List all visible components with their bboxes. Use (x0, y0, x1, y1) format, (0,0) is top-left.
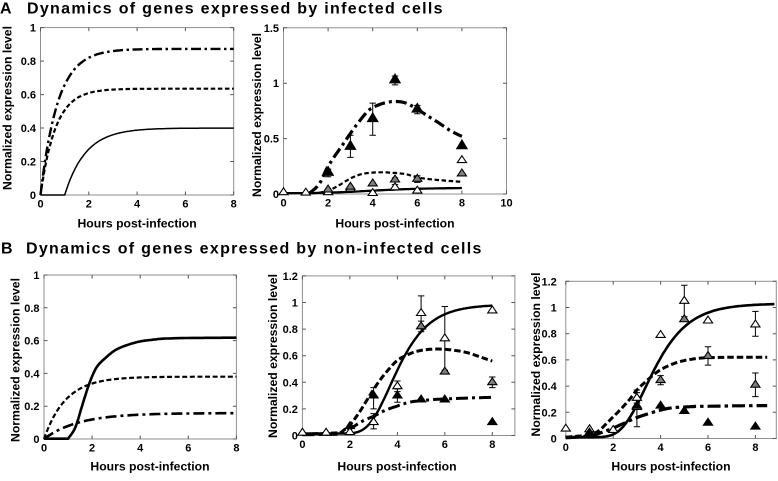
svg-text:Dynamics of genes expressed by: Dynamics of genes expressed by non-infec… (26, 241, 483, 258)
svg-text:A: A (0, 1, 13, 18)
svg-text:6: 6 (442, 439, 448, 451)
svg-text:6: 6 (414, 198, 420, 210)
svg-text:Normalized expression level: Normalized expression level (250, 33, 264, 197)
svg-text:1.5: 1.5 (264, 23, 279, 35)
svg-text:0: 0 (273, 189, 279, 201)
svg-text:0.6: 0.6 (21, 90, 36, 102)
svg-text:4: 4 (394, 439, 401, 451)
svg-text:6: 6 (185, 443, 191, 455)
svg-text:1: 1 (551, 302, 557, 314)
svg-text:0: 0 (41, 443, 47, 455)
svg-text:0.4: 0.4 (24, 368, 40, 380)
svg-text:Normalized expression level: Normalized expression level (9, 278, 23, 442)
svg-text:Normalized expression level: Normalized expression level (266, 274, 280, 438)
svg-text:0.4: 0.4 (21, 123, 37, 135)
svg-text:0.6: 0.6 (542, 355, 557, 367)
svg-text:Hours post-infection: Hours post-infection (611, 460, 730, 474)
svg-text:0.8: 0.8 (542, 329, 557, 341)
svg-text:1: 1 (33, 270, 39, 282)
svg-text:8: 8 (752, 442, 758, 454)
svg-text:0.8: 0.8 (24, 303, 39, 315)
svg-text:8: 8 (459, 198, 465, 210)
svg-text:2: 2 (610, 442, 616, 454)
svg-text:0: 0 (37, 199, 43, 211)
svg-text:0.6: 0.6 (283, 351, 298, 363)
svg-text:0.2: 0.2 (542, 407, 557, 419)
svg-text:6: 6 (705, 442, 711, 454)
svg-text:Hours post-infection: Hours post-infection (90, 460, 209, 474)
svg-text:1: 1 (30, 23, 36, 35)
svg-text:Dynamics of genes expressed by: Dynamics of genes expressed by infected … (27, 1, 444, 18)
svg-text:0: 0 (33, 434, 39, 446)
svg-text:Normalized expression level: Normalized expression level (529, 273, 543, 437)
svg-text:B: B (1, 241, 14, 258)
svg-text:8: 8 (231, 199, 237, 211)
svg-text:4: 4 (134, 199, 141, 211)
svg-text:1.2: 1.2 (542, 276, 557, 288)
svg-text:0: 0 (292, 430, 298, 442)
svg-text:1: 1 (273, 78, 279, 90)
svg-text:10: 10 (500, 198, 512, 210)
svg-text:0.4: 0.4 (283, 377, 299, 389)
svg-text:0: 0 (551, 433, 557, 445)
svg-text:2: 2 (89, 443, 95, 455)
svg-text:2: 2 (347, 439, 353, 451)
svg-text:0.4: 0.4 (542, 381, 558, 393)
svg-text:4: 4 (370, 198, 377, 210)
svg-text:2: 2 (86, 199, 92, 211)
svg-text:4: 4 (137, 443, 144, 455)
svg-text:Hours post-infection: Hours post-infection (337, 460, 456, 474)
svg-text:0.8: 0.8 (21, 56, 36, 68)
svg-text:Normalized expression level: Normalized expression level (1, 26, 15, 190)
svg-text:2: 2 (325, 198, 331, 210)
svg-text:1: 1 (292, 297, 298, 309)
svg-text:0.6: 0.6 (24, 336, 39, 348)
svg-text:0.2: 0.2 (21, 156, 36, 168)
svg-text:Hours post-infection: Hours post-infection (335, 217, 454, 231)
svg-text:0.2: 0.2 (283, 404, 298, 416)
svg-text:0: 0 (299, 439, 305, 451)
svg-text:0: 0 (280, 198, 286, 210)
svg-text:8: 8 (233, 443, 239, 455)
svg-text:0: 0 (563, 442, 569, 454)
svg-text:1.2: 1.2 (283, 271, 298, 283)
svg-text:Hours post-infection: Hours post-infection (78, 217, 197, 231)
svg-text:0.5: 0.5 (264, 134, 279, 146)
svg-text:0.8: 0.8 (283, 324, 298, 336)
svg-text:0.2: 0.2 (24, 401, 39, 413)
svg-text:4: 4 (658, 442, 665, 454)
svg-text:8: 8 (489, 439, 495, 451)
svg-text:0: 0 (30, 190, 36, 202)
svg-text:6: 6 (182, 199, 188, 211)
